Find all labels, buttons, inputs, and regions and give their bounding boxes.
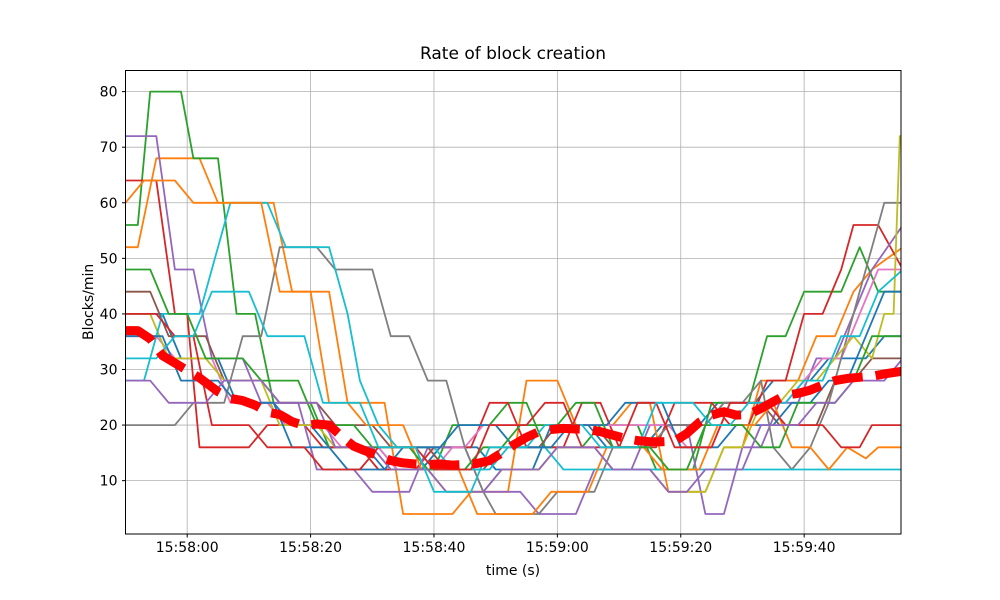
x-tick-label: 15:59:00 <box>526 540 589 556</box>
series-line-node-14 <box>125 312 901 471</box>
x-tick-label: 15:58:00 <box>156 540 219 556</box>
y-tick-label: 10 <box>100 474 118 490</box>
series-line-node-8 <box>125 201 901 515</box>
y-tick-label: 80 <box>100 85 118 101</box>
x-tick-label: 15:59:20 <box>649 540 712 556</box>
y-tick-label: 40 <box>100 307 118 323</box>
y-tick-label: 50 <box>100 251 118 267</box>
series-line-node-10 <box>125 201 901 471</box>
y-tick-label: 70 <box>100 140 118 156</box>
series-line-node-15 <box>125 359 901 493</box>
y-tick-label: 20 <box>100 418 118 434</box>
x-axis-label: time (s) <box>485 563 541 579</box>
y-tick-label: 60 <box>100 196 118 212</box>
axes-spines <box>125 70 902 535</box>
chart-title: Rate of block creation <box>419 44 607 64</box>
x-tick-label: 15:58:20 <box>279 540 342 556</box>
x-tick-label: 15:58:40 <box>403 540 466 556</box>
mean-line-moving-average <box>125 326 901 470</box>
y-tick-label: 30 <box>100 362 118 378</box>
y-axis-label: Blocks/min <box>81 263 97 340</box>
series-line-node-12 <box>125 179 901 515</box>
x-tick-label: 15:59:40 <box>773 540 836 556</box>
